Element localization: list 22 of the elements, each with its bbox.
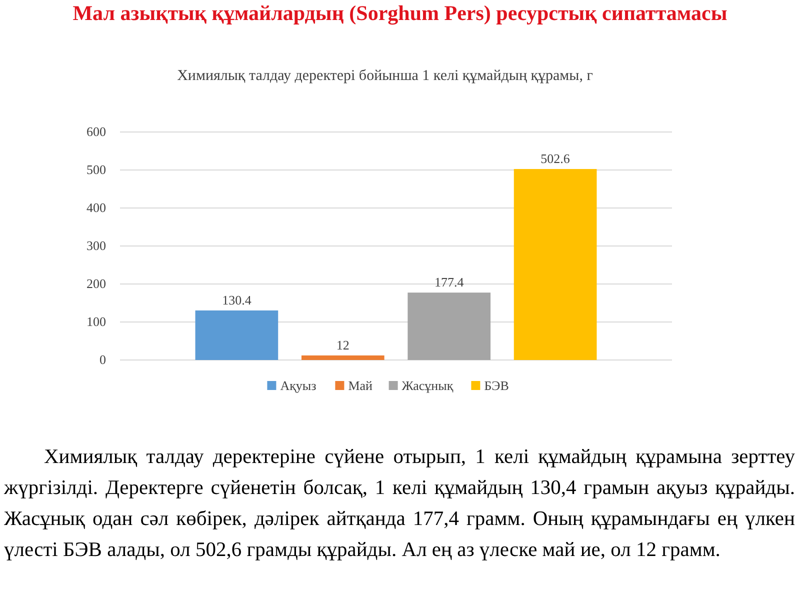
legend-label: Жасұнық [402, 378, 454, 393]
bar [195, 310, 278, 360]
y-tick-label: 200 [86, 276, 106, 291]
y-tick-label: 300 [86, 238, 106, 253]
y-tick-label: 0 [100, 352, 106, 367]
data-label: 502.6 [540, 151, 570, 166]
y-tick-label: 500 [86, 162, 106, 177]
data-label: 12 [336, 337, 350, 352]
data-label: 177.4 [434, 274, 464, 290]
legend-label: Май [348, 378, 373, 393]
text: Химиялық талдау деректеріне сүйене отырып, 1 келі құмайдың құрамына зерттеу жүргізілді. Деректерге сүйенетін болсақ, 1 келі құмайдың 130,4 грамын ақуыз құрайды. Жасұнық одан сәл көбірек, дәлірек айтқанда 177,4 грамм. Оның құрамындағы ең үлкен үлесті БЭВ алады, ол 502,6 грамды құрайды. Ал ең аз үлеске май ие, ол 12 грамм. [4, 445, 795, 563]
y-tick-label: 100 [86, 314, 106, 329]
legend-label: Ақуыз [280, 378, 316, 393]
y-tick-label: 600 [86, 124, 106, 139]
bar [514, 169, 597, 360]
bar [301, 355, 384, 360]
chart-title: Мал азықтық құмайлардың (Sorghum Pers) ресурстық сипаттамасы [72, 0, 728, 27]
bar [408, 292, 491, 360]
y-tick-label: 400 [86, 200, 106, 215]
chart-subtitle: Химиялық талдау деректері бойынша 1 келі құмайдың құрамы, г [176, 67, 594, 86]
data-label: 130.4 [222, 292, 252, 308]
legend-label: БЭВ [484, 378, 510, 393]
